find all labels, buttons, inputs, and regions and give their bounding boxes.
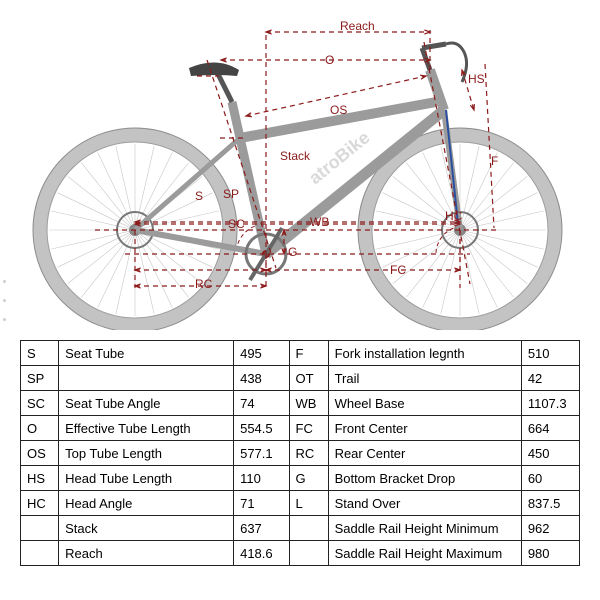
table-cell-c1: SC xyxy=(21,391,59,416)
table-cell-n2: Front Center xyxy=(328,416,521,441)
svg-text:RC: RC xyxy=(195,277,213,291)
table-cell-c2: L xyxy=(289,491,328,516)
table-cell-c1: HC xyxy=(21,491,59,516)
svg-text:S: S xyxy=(195,189,203,203)
table-cell-c2: OT xyxy=(289,366,328,391)
table-cell-n1: Stack xyxy=(59,516,234,541)
geometry-diagram: atroBikeReachOHSOSStackSPSFSCWBHCGFCRC xyxy=(30,10,570,330)
table-cell-v1: 71 xyxy=(234,491,289,516)
table-cell-v2: 837.5 xyxy=(521,491,579,516)
table-cell-n2: Saddle Rail Height Minimum xyxy=(328,516,521,541)
table-cell-n1: Head Tube Length xyxy=(59,466,234,491)
table-cell-n2: Wheel Base xyxy=(328,391,521,416)
svg-text:FC: FC xyxy=(390,263,406,277)
table-cell-n1: Head Angle xyxy=(59,491,234,516)
table-cell-v1: 418.6 xyxy=(234,541,289,566)
table-cell-v1: 577.1 xyxy=(234,441,289,466)
table-cell-c2 xyxy=(289,541,328,566)
svg-text:G: G xyxy=(288,245,297,259)
table-cell-v1: 438 xyxy=(234,366,289,391)
svg-text:OS: OS xyxy=(330,103,347,117)
table-cell-v2: 1107.3 xyxy=(521,391,579,416)
table-cell-c2: RC xyxy=(289,441,328,466)
table-cell-n2: Rear Center xyxy=(328,441,521,466)
table-cell-n2: Fork installation legnth xyxy=(328,341,521,366)
table-cell-v2: 450 xyxy=(521,441,579,466)
table-row: SSeat Tube495FFork installation legnth51… xyxy=(21,341,580,366)
svg-text:SC: SC xyxy=(228,217,245,231)
table-cell-c2 xyxy=(289,516,328,541)
table-row: OSTop Tube Length577.1RCRear Center450 xyxy=(21,441,580,466)
table-cell-v2: 980 xyxy=(521,541,579,566)
table-cell-n2: Bottom Bracket Drop xyxy=(328,466,521,491)
table-row: HSHead Tube Length110GBottom Bracket Dro… xyxy=(21,466,580,491)
table-row: OEffective Tube Length554.5FCFront Cente… xyxy=(21,416,580,441)
table-cell-v2: 664 xyxy=(521,416,579,441)
geometry-table: SSeat Tube495FFork installation legnth51… xyxy=(20,340,580,566)
table-cell-v2: 42 xyxy=(521,366,579,391)
table-cell-c1: OS xyxy=(21,441,59,466)
svg-text:Stack: Stack xyxy=(280,149,311,163)
table-cell-c2: FC xyxy=(289,416,328,441)
table-cell-v2: 60 xyxy=(521,466,579,491)
svg-text:SP: SP xyxy=(223,187,239,201)
svg-text:Reach: Reach xyxy=(340,19,375,33)
table-cell-n1: Seat Tube xyxy=(59,341,234,366)
table-cell-c1: SP xyxy=(21,366,59,391)
table-cell-c1: S xyxy=(21,341,59,366)
table-row: SP 438OTTrail42 xyxy=(21,366,580,391)
table-cell-c2: WB xyxy=(289,391,328,416)
table-cell-c1 xyxy=(21,516,59,541)
table-cell-v2: 962 xyxy=(521,516,579,541)
table-cell-n1: Effective Tube Length xyxy=(59,416,234,441)
table-cell-v1: 554.5 xyxy=(234,416,289,441)
table-cell-n1: Top Tube Length xyxy=(59,441,234,466)
table-cell-v1: 495 xyxy=(234,341,289,366)
table-cell-n2: Saddle Rail Height Maximum xyxy=(328,541,521,566)
table-cell-n2: Trail xyxy=(328,366,521,391)
svg-text:WB: WB xyxy=(310,215,329,229)
table-cell-c1: O xyxy=(21,416,59,441)
table-cell-c2: F xyxy=(289,341,328,366)
svg-text:F: F xyxy=(491,154,498,168)
table-cell-c2: G xyxy=(289,466,328,491)
table-row: Stack637 Saddle Rail Height Minimum962 xyxy=(21,516,580,541)
table-cell-n1: Reach xyxy=(59,541,234,566)
table-row: Reach418.6 Saddle Rail Height Maximum980 xyxy=(21,541,580,566)
table-row: SCSeat Tube Angle74WBWheel Base1107.3 xyxy=(21,391,580,416)
table-cell-n2: Stand Over xyxy=(328,491,521,516)
table-cell-v2: 510 xyxy=(521,341,579,366)
table-row: HCHead Angle71LStand Over837.5 xyxy=(21,491,580,516)
table-cell-v1: 110 xyxy=(234,466,289,491)
table-cell-c1: HS xyxy=(21,466,59,491)
table-cell-v1: 74 xyxy=(234,391,289,416)
table-cell-c1 xyxy=(21,541,59,566)
table-cell-n1: Seat Tube Angle xyxy=(59,391,234,416)
svg-text:O: O xyxy=(325,53,334,67)
svg-text:HS: HS xyxy=(468,72,485,86)
table-cell-n1 xyxy=(59,366,234,391)
svg-text:HC: HC xyxy=(445,209,463,223)
table-cell-v1: 637 xyxy=(234,516,289,541)
